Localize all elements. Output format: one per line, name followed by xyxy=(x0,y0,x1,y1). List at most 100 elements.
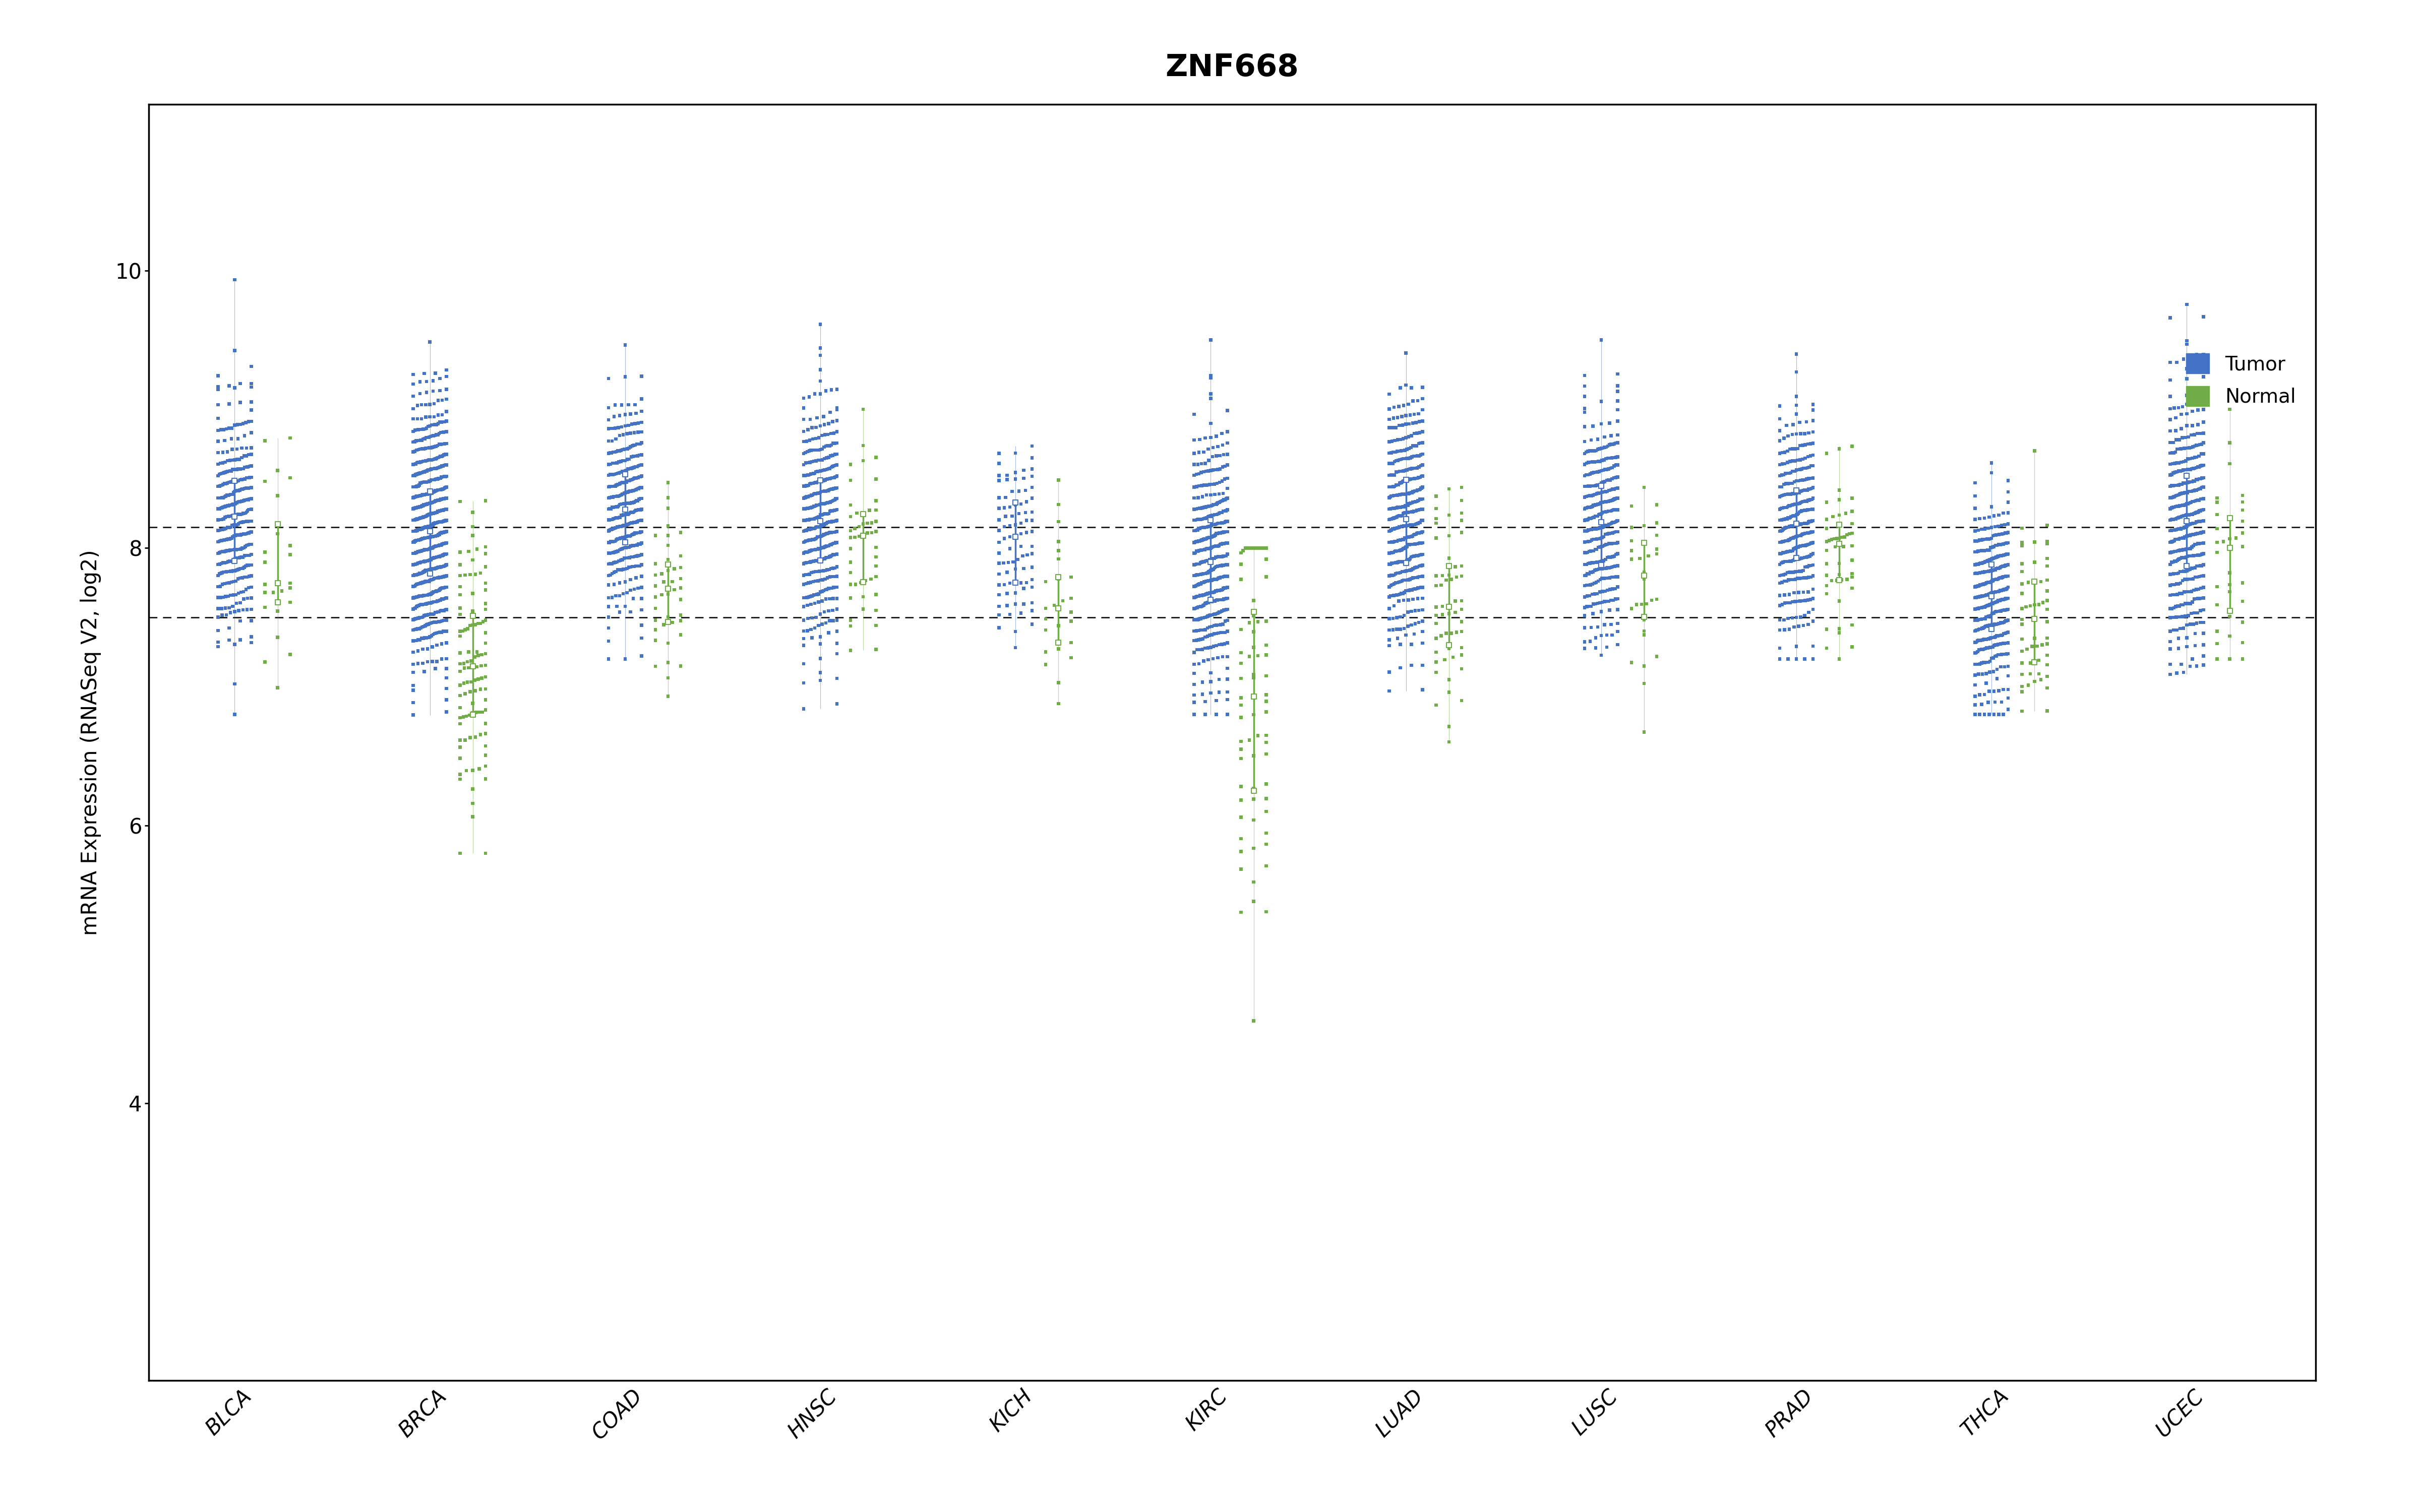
Point xyxy=(801,537,840,561)
Point xyxy=(1972,612,2011,637)
Point xyxy=(220,502,259,526)
Point xyxy=(1793,420,1832,445)
Point xyxy=(2016,626,2055,650)
Point xyxy=(1379,503,1418,528)
Point xyxy=(607,448,646,472)
Point xyxy=(206,528,244,552)
Point xyxy=(2183,587,2222,611)
Point xyxy=(1396,434,1435,458)
Point xyxy=(445,562,484,587)
Point xyxy=(397,585,436,609)
Point xyxy=(1198,522,1237,546)
Point xyxy=(2183,531,2222,555)
Point xyxy=(232,435,271,460)
Point xyxy=(2154,582,2193,606)
Point xyxy=(801,343,840,367)
Point xyxy=(394,562,433,587)
Point xyxy=(1786,588,1825,612)
Point xyxy=(607,437,646,461)
Point xyxy=(1198,602,1237,626)
Point xyxy=(1972,626,2011,650)
Point xyxy=(426,508,465,532)
Title: ZNF668: ZNF668 xyxy=(1166,53,1300,83)
Point xyxy=(2159,507,2197,531)
Point xyxy=(426,656,465,680)
Point xyxy=(1592,565,1631,590)
Point xyxy=(206,528,244,552)
Point xyxy=(1786,457,1825,481)
Point xyxy=(2173,602,2212,626)
Point xyxy=(1784,588,1822,612)
Point xyxy=(1984,543,2023,567)
Point xyxy=(1970,614,2009,638)
Point xyxy=(2166,559,2205,584)
Point xyxy=(2168,558,2207,582)
Point xyxy=(201,517,240,541)
Point xyxy=(1174,402,1212,426)
Point xyxy=(467,641,506,665)
Point xyxy=(1592,467,1631,491)
Point xyxy=(421,499,460,523)
Point xyxy=(213,482,252,507)
Point xyxy=(1832,434,1871,458)
Point xyxy=(799,505,837,529)
Point xyxy=(1597,597,1636,621)
Point xyxy=(1038,493,1077,517)
Point xyxy=(397,473,436,497)
Point xyxy=(397,519,436,543)
Point xyxy=(1382,428,1421,452)
Point xyxy=(1416,626,1454,650)
Point xyxy=(1592,522,1631,546)
Point xyxy=(794,438,832,463)
Point xyxy=(397,463,436,487)
Point xyxy=(2178,553,2217,578)
Point xyxy=(1401,531,1440,555)
Point xyxy=(1965,650,2004,674)
Point xyxy=(588,429,627,454)
Point xyxy=(799,426,837,451)
Point xyxy=(1963,538,2001,562)
Point xyxy=(467,767,506,791)
Point xyxy=(448,759,486,783)
Point xyxy=(1595,544,1634,569)
Point xyxy=(607,513,646,537)
Point xyxy=(206,517,244,541)
Point xyxy=(1972,558,2011,582)
Point xyxy=(801,469,840,493)
Point xyxy=(1774,470,1813,494)
Point xyxy=(407,458,445,482)
Point xyxy=(1788,488,1827,513)
Point xyxy=(830,573,869,597)
Point xyxy=(2161,402,2200,426)
Point xyxy=(1987,599,2026,623)
Point xyxy=(227,476,266,500)
Point xyxy=(414,490,453,514)
Point xyxy=(1612,547,1650,572)
Point xyxy=(397,573,436,597)
Point xyxy=(1377,473,1416,497)
Point xyxy=(443,618,482,643)
Point xyxy=(803,523,842,547)
Point xyxy=(1377,605,1416,629)
Point xyxy=(789,473,828,497)
Point xyxy=(213,594,252,618)
Point xyxy=(421,555,460,579)
Point xyxy=(407,526,445,550)
Point xyxy=(1767,507,1805,531)
Point xyxy=(1776,513,1815,537)
Point xyxy=(1975,602,2013,626)
Point xyxy=(394,419,433,443)
Point xyxy=(419,445,457,469)
Point xyxy=(426,543,465,567)
Point xyxy=(1198,614,1237,638)
Point xyxy=(1580,549,1619,573)
Point xyxy=(1384,494,1423,519)
Point xyxy=(1246,773,1285,797)
Point xyxy=(2173,523,2212,547)
Point xyxy=(2166,425,2205,449)
Point xyxy=(424,532,462,556)
Point xyxy=(411,525,450,549)
Point xyxy=(402,517,440,541)
Point xyxy=(593,517,632,541)
Point xyxy=(808,599,847,623)
